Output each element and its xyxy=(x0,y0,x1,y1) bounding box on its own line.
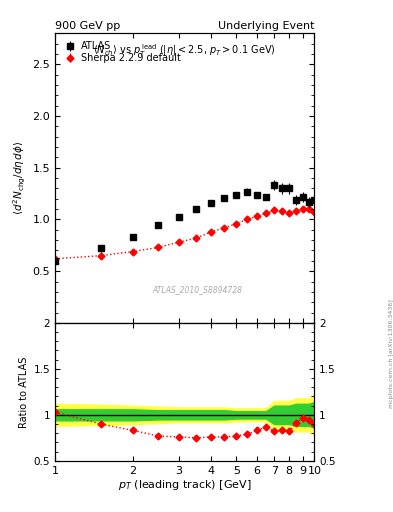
Text: Underlying Event: Underlying Event xyxy=(218,20,314,31)
Text: mcplots.cern.ch [arXiv:1306.3436]: mcplots.cern.ch [arXiv:1306.3436] xyxy=(389,300,393,408)
Y-axis label: Ratio to ATLAS: Ratio to ATLAS xyxy=(19,356,29,428)
Text: 900 GeV pp: 900 GeV pp xyxy=(55,20,120,31)
Legend: ATLAS, Sherpa 2.2.9 default: ATLAS, Sherpa 2.2.9 default xyxy=(60,38,184,66)
Text: ATLAS_2010_S8894728: ATLAS_2010_S8894728 xyxy=(152,285,243,294)
X-axis label: $p_T$ (leading track) [GeV]: $p_T$ (leading track) [GeV] xyxy=(118,478,252,493)
Text: $\langle N_{ch}\rangle$ vs $p_T^{\,\mathrm{lead}}$ ($|\eta|<2.5$, $p_T>0.1$ GeV): $\langle N_{ch}\rangle$ vs $p_T^{\,\math… xyxy=(94,42,276,59)
Y-axis label: $\langle d^2 N_\mathrm{chg}/d\eta\,d\phi \rangle$: $\langle d^2 N_\mathrm{chg}/d\eta\,d\phi… xyxy=(12,141,28,216)
